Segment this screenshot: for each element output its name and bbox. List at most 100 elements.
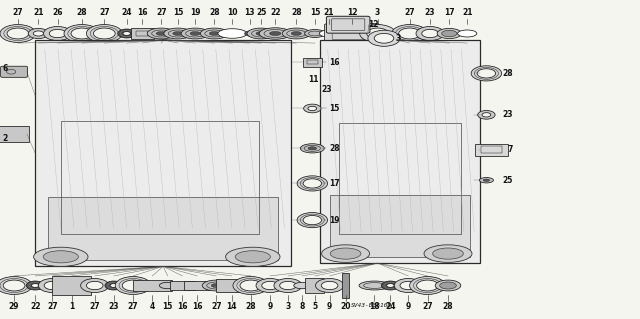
Text: 22: 22 [270, 8, 280, 17]
Ellipse shape [319, 30, 339, 37]
Text: 1: 1 [69, 302, 74, 311]
Text: 10: 10 [227, 8, 237, 17]
Circle shape [0, 277, 32, 294]
Circle shape [256, 278, 284, 293]
Ellipse shape [247, 28, 275, 39]
Text: 21: 21 [324, 8, 334, 17]
Ellipse shape [147, 28, 175, 39]
Text: 24: 24 [122, 8, 132, 17]
FancyBboxPatch shape [326, 16, 370, 33]
Text: 28: 28 [443, 302, 453, 311]
Text: 28: 28 [246, 302, 256, 311]
Circle shape [422, 29, 438, 38]
Text: 24: 24 [385, 302, 396, 311]
Bar [320, 40, 480, 263]
Ellipse shape [294, 282, 310, 289]
Circle shape [410, 277, 445, 294]
Text: 28: 28 [77, 8, 87, 17]
Text: 14: 14 [227, 302, 237, 311]
Ellipse shape [200, 28, 228, 39]
Text: 9: 9 [327, 302, 332, 311]
Text: 11: 11 [308, 75, 319, 84]
Text: 3: 3 [285, 302, 291, 311]
FancyBboxPatch shape [324, 24, 380, 43]
Circle shape [38, 278, 67, 293]
Circle shape [49, 29, 66, 38]
Ellipse shape [43, 251, 79, 263]
Ellipse shape [359, 281, 390, 290]
Text: 27: 27 [156, 8, 166, 17]
Text: 26: 26 [52, 8, 63, 17]
Text: 23: 23 [502, 110, 513, 119]
Circle shape [123, 32, 131, 35]
Ellipse shape [433, 248, 463, 259]
Bar [330, 195, 470, 257]
Ellipse shape [218, 29, 247, 38]
Text: 16: 16 [137, 8, 147, 17]
Ellipse shape [256, 32, 266, 35]
Ellipse shape [209, 32, 220, 35]
Text: 12: 12 [347, 8, 357, 17]
Bar [170, 281, 195, 290]
Ellipse shape [437, 28, 461, 39]
Circle shape [31, 284, 39, 287]
Ellipse shape [190, 32, 200, 35]
Text: 9: 9 [406, 302, 411, 311]
Bar [0, 126, 29, 142]
Circle shape [477, 110, 495, 119]
Text: 12: 12 [369, 20, 379, 29]
Bar [52, 276, 91, 295]
Text: 23: 23 [109, 302, 119, 311]
Circle shape [308, 106, 317, 111]
Circle shape [233, 277, 269, 294]
Circle shape [392, 25, 428, 42]
Text: 27: 27 [128, 302, 138, 311]
Text: 2: 2 [3, 134, 8, 143]
Text: 15: 15 [163, 302, 173, 311]
Circle shape [3, 280, 25, 291]
Bar [133, 280, 172, 291]
Text: 3: 3 [375, 8, 380, 17]
Ellipse shape [226, 247, 280, 266]
Bar [305, 278, 324, 293]
Ellipse shape [259, 28, 291, 39]
Text: 25: 25 [502, 176, 513, 185]
Bar [61, 121, 259, 234]
Ellipse shape [33, 247, 88, 266]
Bar [481, 146, 502, 153]
Circle shape [477, 69, 495, 78]
Text: 4: 4 [150, 302, 155, 311]
Bar [476, 144, 508, 156]
Ellipse shape [305, 29, 325, 38]
Text: 19: 19 [330, 216, 340, 225]
Text: 7: 7 [508, 145, 513, 154]
Circle shape [387, 284, 394, 287]
Text: 18: 18 [369, 302, 380, 311]
Circle shape [394, 278, 422, 293]
Ellipse shape [202, 280, 230, 291]
Ellipse shape [442, 30, 457, 37]
Text: 15: 15 [310, 8, 320, 17]
Bar [131, 28, 154, 39]
Ellipse shape [440, 282, 456, 289]
Text: 28: 28 [209, 8, 220, 17]
Circle shape [482, 113, 491, 117]
Text: 23: 23 [425, 8, 435, 17]
Text: 28: 28 [502, 69, 513, 78]
Ellipse shape [269, 31, 281, 36]
Circle shape [316, 278, 344, 293]
Circle shape [240, 280, 262, 291]
Circle shape [105, 281, 123, 290]
Text: 28: 28 [291, 8, 301, 17]
Circle shape [471, 66, 502, 81]
Circle shape [367, 28, 388, 39]
Text: 27: 27 [90, 302, 100, 311]
Text: 6: 6 [3, 64, 8, 73]
Text: 27: 27 [422, 302, 433, 311]
Text: 21: 21 [33, 8, 44, 17]
Text: 27: 27 [13, 8, 23, 17]
Ellipse shape [424, 245, 472, 262]
Circle shape [303, 216, 321, 225]
Circle shape [368, 30, 400, 46]
Text: 8: 8 [300, 302, 305, 311]
